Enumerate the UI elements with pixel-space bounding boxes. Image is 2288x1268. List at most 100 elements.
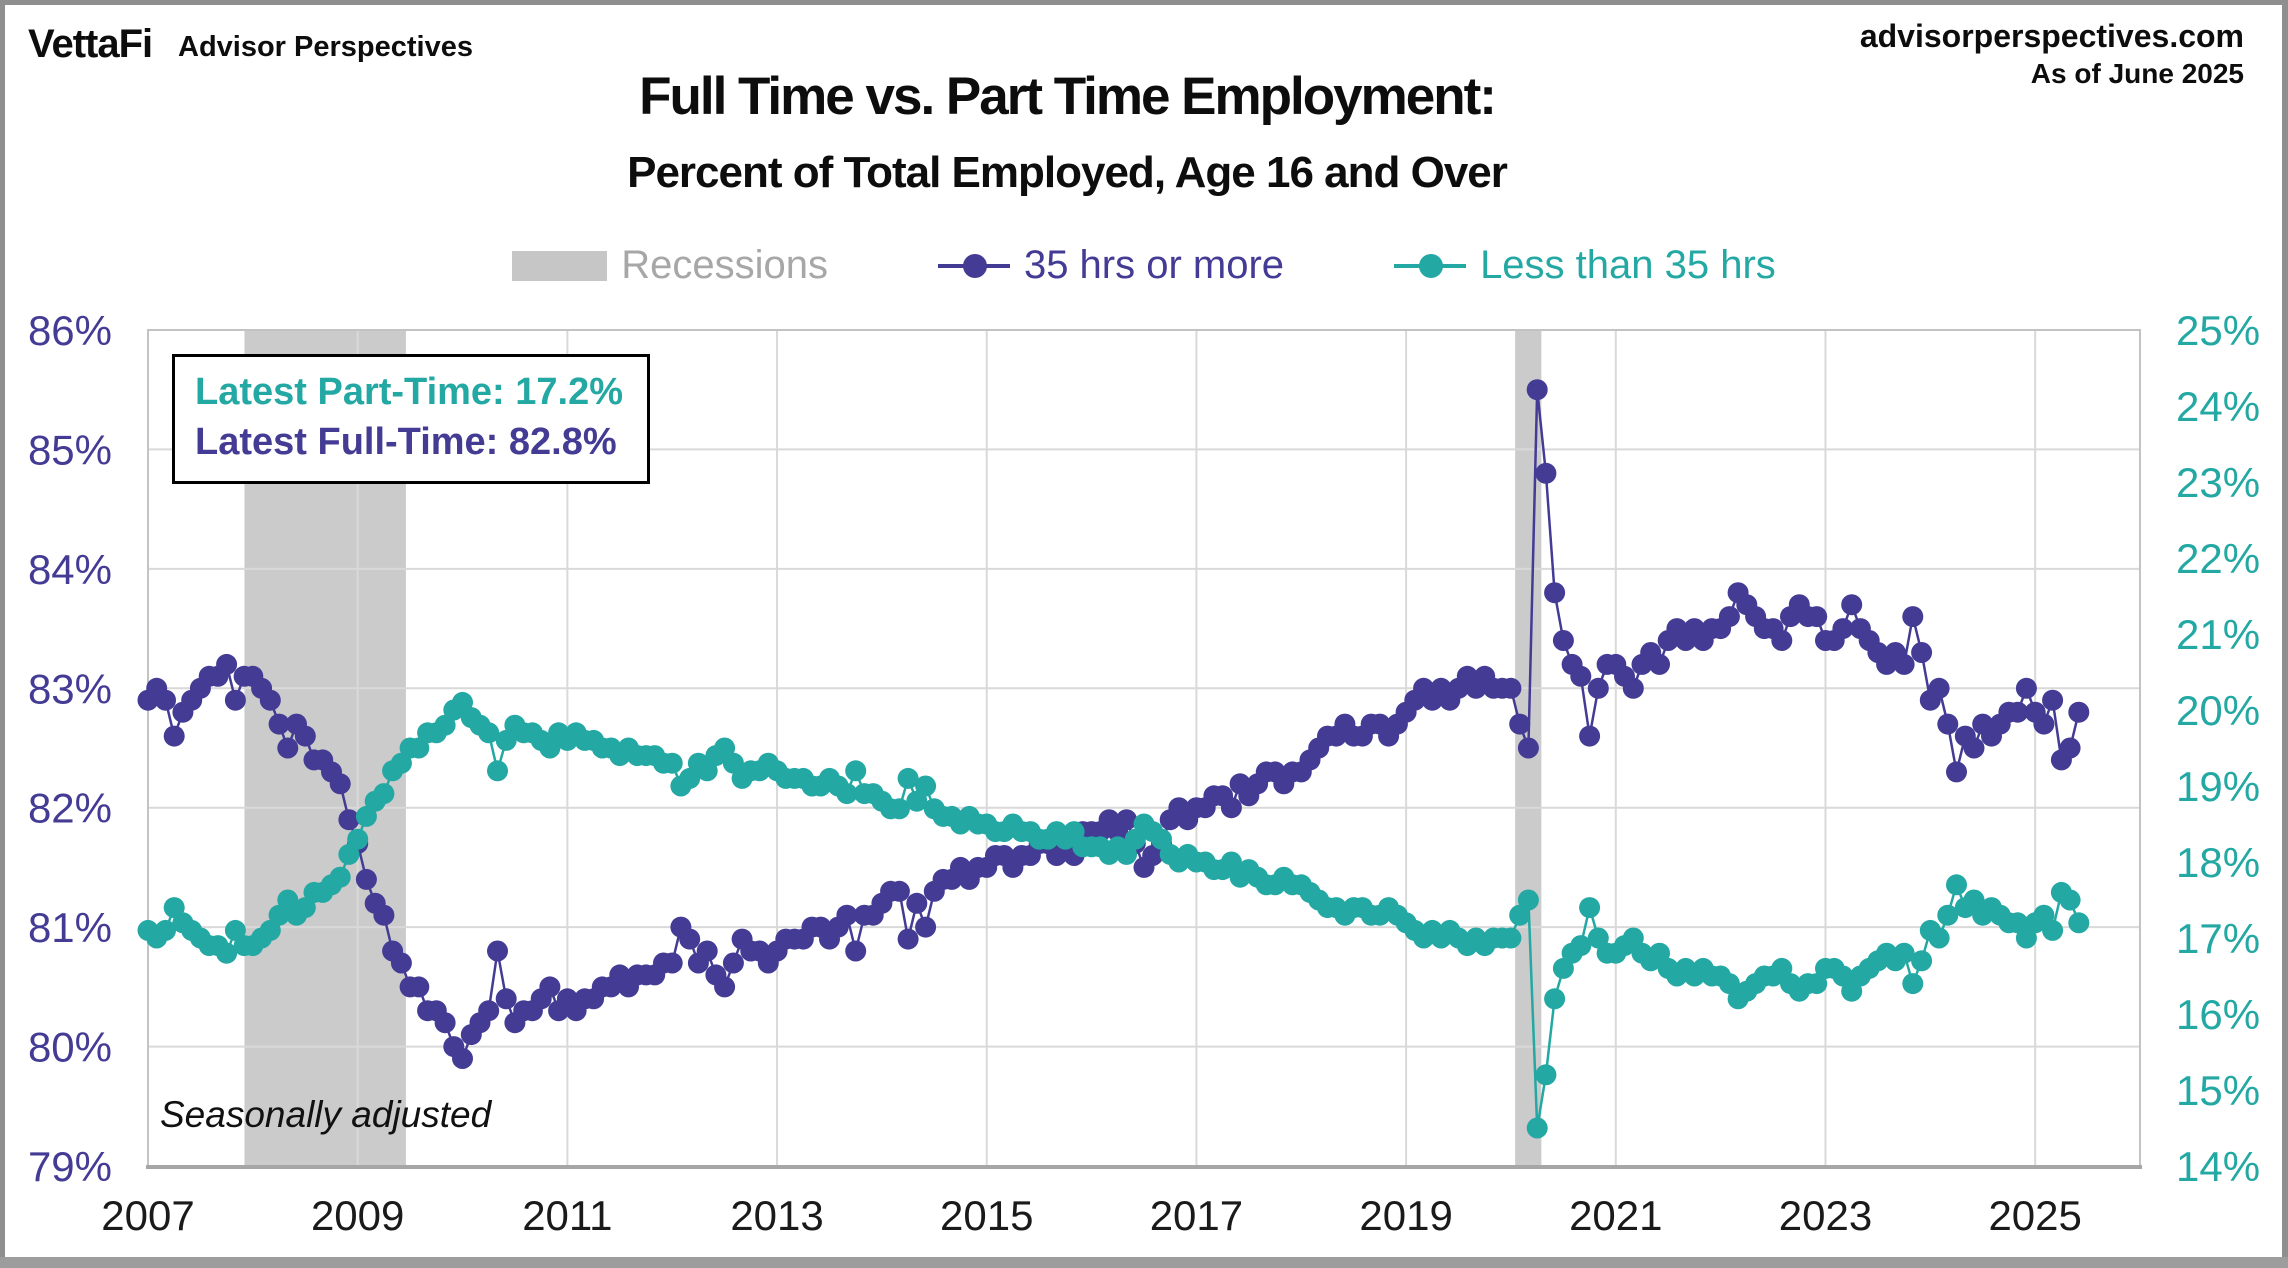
data-point bbox=[495, 988, 517, 1010]
data-point bbox=[1220, 797, 1242, 819]
legend-recessions-label: Recessions bbox=[621, 243, 828, 287]
series-full-time bbox=[137, 379, 2090, 1069]
legend-item-part-time: Less than 35 hrs bbox=[1394, 243, 1776, 288]
data-point bbox=[1622, 927, 1644, 949]
data-point bbox=[2042, 919, 2064, 941]
data-point bbox=[390, 952, 412, 974]
left-axis-tick-label: 83% bbox=[28, 665, 112, 712]
data-point bbox=[1718, 606, 1740, 628]
data-point bbox=[1517, 737, 1539, 759]
latest-part-time-label: Latest Part-Time: 17.2% bbox=[195, 371, 624, 413]
data-point bbox=[714, 976, 736, 998]
data-point bbox=[1517, 889, 1539, 911]
left-axis-tick-label: 84% bbox=[28, 546, 112, 593]
data-point bbox=[355, 805, 377, 827]
data-point bbox=[679, 928, 701, 950]
x-axis-year-label: 2015 bbox=[940, 1192, 1033, 1239]
x-axis-year-label: 2021 bbox=[1569, 1192, 1662, 1239]
data-point bbox=[1806, 973, 1828, 995]
data-point bbox=[722, 752, 744, 774]
data-point bbox=[1649, 653, 1670, 675]
data-point bbox=[696, 940, 718, 962]
data-point bbox=[338, 809, 360, 831]
data-point bbox=[915, 916, 937, 938]
right-axis-tick-label: 23% bbox=[2176, 459, 2260, 506]
x-axis-year-label: 2019 bbox=[1359, 1192, 1452, 1239]
x-axis-year-label: 2023 bbox=[1779, 1192, 1872, 1239]
right-axis-tick-label: 21% bbox=[2176, 611, 2260, 658]
data-point bbox=[452, 1048, 473, 1069]
data-point bbox=[539, 976, 561, 998]
data-point bbox=[539, 737, 561, 759]
data-point bbox=[1552, 630, 1574, 651]
data-point bbox=[408, 737, 430, 759]
x-axis-year-label: 2011 bbox=[522, 1192, 612, 1239]
data-point bbox=[2042, 689, 2064, 711]
data-point bbox=[1570, 935, 1592, 957]
data-point bbox=[224, 689, 246, 711]
x-axis-year-label: 2009 bbox=[311, 1192, 404, 1239]
data-point bbox=[696, 760, 718, 782]
series-part-time bbox=[137, 691, 2090, 1139]
site-url: advisorperspectives.com bbox=[1859, 18, 2244, 54]
right-axis-tick-label: 24% bbox=[2176, 383, 2260, 430]
data-point bbox=[2007, 912, 2029, 934]
data-point bbox=[2007, 701, 2029, 723]
data-point bbox=[216, 653, 238, 675]
data-point bbox=[434, 1012, 456, 1034]
data-point bbox=[277, 889, 299, 911]
data-point bbox=[1500, 677, 1522, 699]
data-point bbox=[259, 919, 281, 941]
legend-item-recessions: Recessions bbox=[512, 243, 828, 288]
right-axis-tick-label: 20% bbox=[2176, 687, 2260, 734]
x-axis-year-label: 2025 bbox=[1988, 1192, 2081, 1239]
data-point bbox=[1526, 379, 1548, 401]
right-axis-tick-label: 19% bbox=[2176, 763, 2260, 810]
data-point bbox=[268, 713, 290, 735]
x-axis-year-label: 2017 bbox=[1150, 1192, 1243, 1239]
data-point bbox=[836, 904, 858, 926]
data-point bbox=[1946, 874, 1967, 896]
data-point bbox=[1579, 897, 1601, 919]
frame-border-top bbox=[0, 0, 2288, 5]
data-point bbox=[1902, 973, 1924, 995]
annotation-box: Latest Part-Time: 17.2% Latest Full-Time… bbox=[172, 354, 651, 484]
data-point bbox=[1946, 761, 1967, 783]
data-point bbox=[452, 691, 473, 713]
data-point bbox=[1771, 630, 1793, 651]
data-point bbox=[294, 725, 316, 747]
data-point bbox=[888, 798, 910, 820]
data-point bbox=[1063, 821, 1085, 843]
right-axis-tick-label: 18% bbox=[2176, 839, 2260, 886]
data-point bbox=[2033, 904, 2055, 926]
data-point bbox=[906, 790, 928, 812]
data-point bbox=[1622, 677, 1644, 699]
x-axis-year-label: 2013 bbox=[730, 1192, 823, 1239]
data-point bbox=[1124, 828, 1146, 850]
data-point bbox=[478, 722, 500, 744]
data-point bbox=[915, 775, 937, 797]
data-point bbox=[2015, 927, 2037, 949]
data-point bbox=[1526, 1117, 1548, 1139]
data-point bbox=[1509, 904, 1531, 926]
legend-full-time-label: 35 hrs or more bbox=[1023, 243, 1285, 287]
data-point bbox=[679, 767, 701, 789]
right-axis-tick-label: 16% bbox=[2176, 991, 2260, 1038]
data-point bbox=[888, 880, 910, 902]
data-point bbox=[2068, 701, 2090, 723]
data-point bbox=[1832, 618, 1854, 640]
full-time-marker-icon bbox=[937, 253, 1010, 278]
data-point bbox=[2033, 713, 2055, 735]
x-axis-year-label: 2007 bbox=[101, 1192, 194, 1239]
data-point bbox=[487, 940, 508, 962]
legend-part-time-label: Less than 35 hrs bbox=[1480, 243, 1776, 287]
data-point bbox=[2015, 677, 2037, 699]
data-point bbox=[268, 904, 290, 926]
left-axis-tick-label: 80% bbox=[28, 1024, 112, 1071]
data-point bbox=[1771, 957, 1793, 979]
right-axis-tick-label: 22% bbox=[2176, 535, 2260, 582]
data-point bbox=[355, 868, 377, 890]
data-point bbox=[373, 783, 395, 805]
